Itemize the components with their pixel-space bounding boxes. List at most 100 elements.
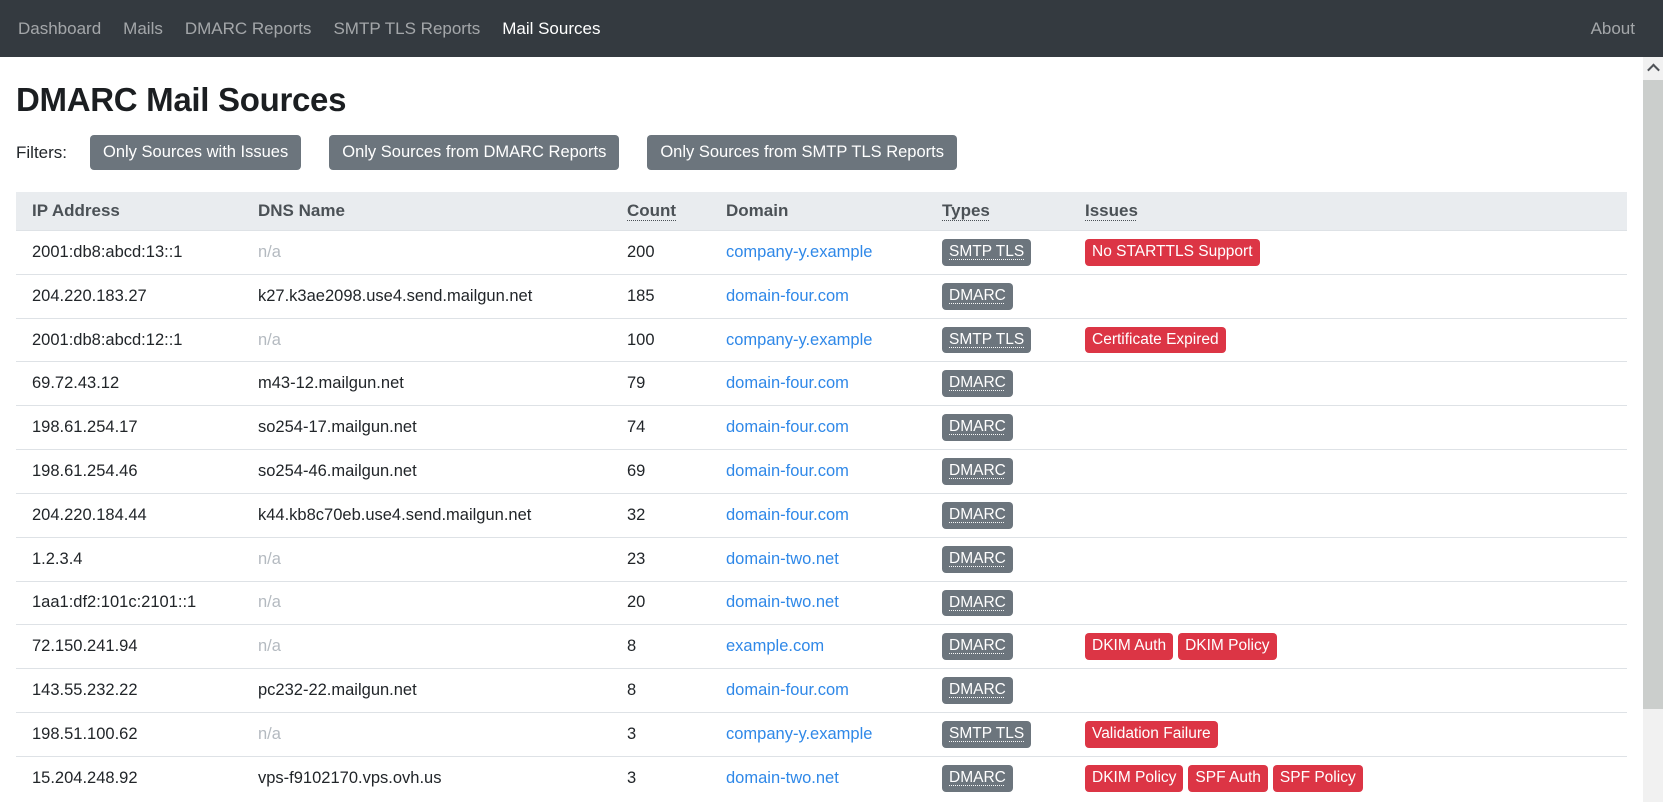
ip-address-cell: 198.61.254.46 [16, 449, 242, 494]
vertical-scrollbar[interactable] [1643, 57, 1663, 802]
domain-cell: domain-two.net [710, 580, 926, 625]
issue-badge: DKIM Auth [1085, 633, 1174, 661]
nav-item-mails[interactable]: Mails [123, 18, 163, 38]
dns-name-cell: n/a [242, 317, 611, 362]
type-badge: DMARC [942, 764, 1013, 792]
count-cell: 79 [611, 361, 710, 406]
count-cell: 69 [611, 449, 710, 494]
types-cell: DMARC [926, 492, 1069, 538]
dns-name-cell: n/a [242, 711, 611, 757]
type-badge: DMARC [942, 370, 1013, 398]
table-row: 198.61.254.46 so254-46.mailgun.net 69 domai… [16, 449, 1627, 494]
domain-cell: domain-four.com [710, 492, 926, 538]
count-cell: 200 [611, 230, 710, 275]
domain-link[interactable]: domain-four.com [726, 418, 849, 437]
domain-cell: company-y.example [710, 317, 926, 362]
filter-only-issues-button[interactable]: Only Sources with Issues [90, 135, 302, 170]
issue-badge: Certificate Expired [1085, 326, 1226, 354]
type-badge: DMARC [942, 589, 1013, 617]
ip-address-cell: 198.51.100.62 [16, 711, 242, 757]
domain-link[interactable]: domain-four.com [726, 505, 849, 524]
domain-link[interactable]: company-y.example [726, 330, 873, 349]
mail-sources-table-body: 2001:db8:abcd:13::1 n/a 200 company-y.examp… [16, 230, 1627, 800]
column-header-count[interactable]: Count [611, 192, 710, 231]
count-cell: 3 [611, 755, 710, 800]
type-badge: DMARC [942, 501, 1013, 529]
issues-cell [1069, 273, 1627, 319]
domain-link[interactable]: domain-two.net [726, 549, 839, 568]
table-row: 204.220.183.27 k27.k3ae2098.use4.send.mai… [16, 273, 1627, 319]
nav-item-dmarc-reports[interactable]: DMARC Reports [184, 18, 312, 38]
dns-name-cell: n/a [242, 580, 611, 625]
domain-link[interactable]: domain-four.com [726, 286, 849, 305]
table-header-row: IP Address DNS Name Count Domain Types I… [16, 192, 1627, 231]
types-cell: DMARC [926, 361, 1069, 406]
filter-only-dmarc-button[interactable]: Only Sources from DMARC Reports [329, 135, 620, 170]
ip-address-cell: 204.220.184.44 [16, 492, 242, 538]
domain-cell: domain-two.net [710, 755, 926, 800]
scrollbar-up-button[interactable] [1643, 57, 1663, 79]
domain-cell: example.com [710, 624, 926, 669]
issue-badge: SPF Policy [1272, 764, 1363, 792]
type-badge-label: DMARC [949, 549, 1006, 567]
type-badge-label: DMARC [949, 286, 1006, 304]
table-row: 2001:db8:abcd:12::1 n/a 100 company-y.examp… [16, 317, 1627, 362]
types-cell: DMARC [926, 536, 1069, 581]
issues-cell: DKIM Auth DKIM Policy [1069, 624, 1627, 669]
dns-name-cell: so254-17.mailgun.net [242, 405, 611, 450]
domain-link[interactable]: company-y.example [726, 724, 873, 743]
dns-name-cell: n/a [242, 536, 611, 581]
domain-link[interactable]: domain-four.com [726, 374, 849, 393]
column-header-issues[interactable]: Issues [1069, 192, 1627, 231]
domain-link[interactable]: company-y.example [726, 242, 873, 261]
issues-cell [1069, 668, 1627, 713]
scrollbar-thumb[interactable] [1643, 80, 1663, 709]
type-badge: DMARC [942, 633, 1013, 661]
table-row: 1.2.3.4 n/a 23 domain-two.net DMARC [16, 536, 1627, 581]
type-badge-label: DMARC [949, 593, 1006, 611]
types-cell: DMARC [926, 624, 1069, 669]
ip-address-cell: 198.61.254.17 [16, 405, 242, 450]
main-content: DMARC Mail Sources Filters: Only Sources… [0, 81, 1643, 800]
domain-link[interactable]: domain-two.net [726, 768, 839, 787]
count-cell: 3 [611, 711, 710, 757]
nav-item-about[interactable]: About [1590, 18, 1635, 38]
filter-only-smtp-tls-button[interactable]: Only Sources from SMTP TLS Reports [647, 135, 957, 170]
dns-name-cell: pc232-22.mailgun.net [242, 668, 611, 713]
types-cell: DMARC [926, 668, 1069, 713]
types-cell: DMARC [926, 449, 1069, 494]
type-badge: DMARC [942, 545, 1013, 573]
domain-link[interactable]: example.com [726, 637, 825, 656]
issues-cell [1069, 449, 1627, 494]
issue-badge: No STARTTLS Support [1085, 239, 1260, 266]
type-badge-label: DMARC [949, 462, 1006, 480]
ip-address-cell: 15.204.248.92 [16, 755, 242, 800]
issues-cell: Validation Failure [1069, 711, 1627, 757]
dns-name-na: n/a [258, 242, 281, 261]
type-badge: DMARC [942, 414, 1013, 442]
type-badge: DMARC [942, 458, 1013, 485]
nav-item-mail-sources[interactable]: Mail Sources [502, 18, 601, 38]
type-badge-label: SMTP TLS [949, 724, 1025, 742]
ip-address-cell: 204.220.183.27 [16, 273, 242, 319]
dns-name-na: n/a [258, 593, 281, 612]
dns-name-cell: n/a [242, 624, 611, 669]
domain-cell: domain-four.com [710, 361, 926, 406]
mail-sources-table: IP Address DNS Name Count Domain Types I… [16, 192, 1627, 800]
dns-name-cell: k27.k3ae2098.use4.send.mailgun.net [242, 273, 611, 319]
nav-item-dashboard[interactable]: Dashboard [18, 18, 102, 38]
domain-link[interactable]: domain-two.net [726, 593, 839, 612]
domain-link[interactable]: domain-four.com [726, 461, 849, 480]
nav-item-smtp-tls-reports[interactable]: SMTP TLS Reports [333, 18, 481, 38]
dns-name-cell: so254-46.mailgun.net [242, 449, 611, 494]
chevron-up-icon [1646, 63, 1660, 76]
issues-cell [1069, 536, 1627, 581]
ip-address-cell: 2001:db8:abcd:13::1 [16, 230, 242, 275]
domain-link[interactable]: domain-four.com [726, 681, 849, 700]
table-row: 198.61.254.17 so254-17.mailgun.net 74 domai… [16, 405, 1627, 450]
column-header-domain: Domain [710, 192, 926, 231]
column-header-types[interactable]: Types [926, 192, 1069, 231]
types-cell: DMARC [926, 273, 1069, 319]
count-cell: 185 [611, 273, 710, 319]
type-badge-label: SMTP TLS [949, 243, 1025, 260]
